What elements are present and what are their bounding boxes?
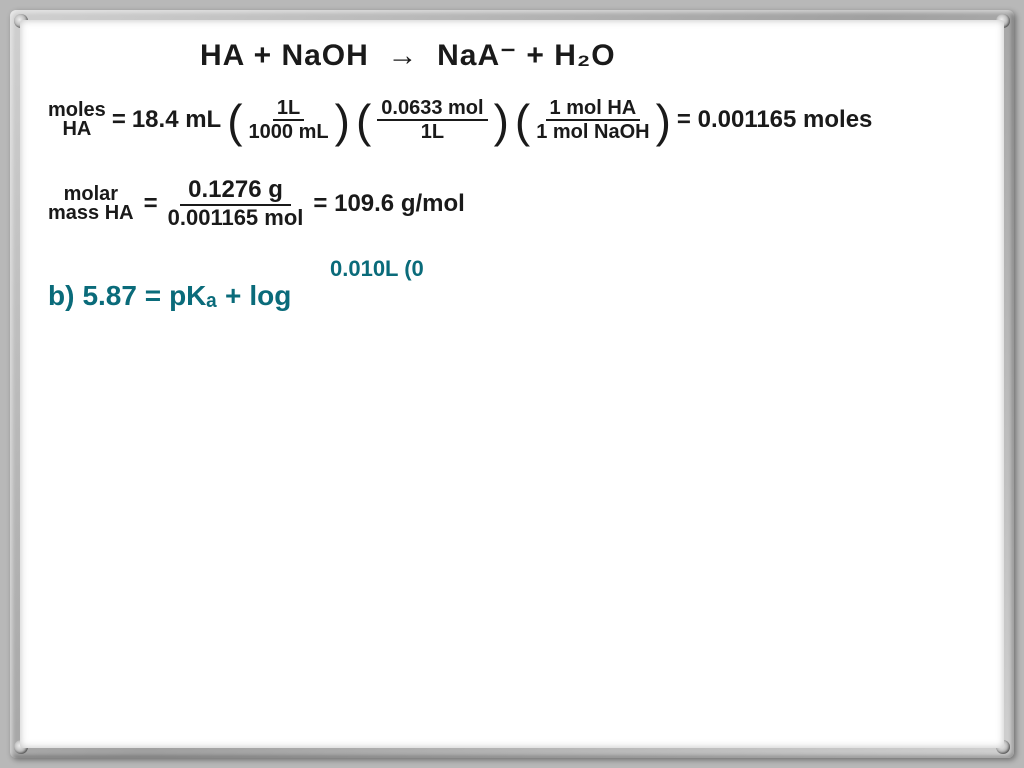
equals-sign-2: = xyxy=(144,190,158,218)
molar-mass-result: = 109.6 g/mol xyxy=(313,190,464,218)
mm-num: 0.1276 g xyxy=(180,178,291,206)
label-mass-HA: mass HA xyxy=(48,204,134,223)
molar-mass-fraction: 0.1276 g 0.001165 mol xyxy=(168,178,304,229)
log-term: log xyxy=(249,280,291,312)
conversion-1: 1L 1000 mL xyxy=(249,98,329,142)
plus-sign-3: + xyxy=(225,280,241,312)
arrow-icon: → xyxy=(387,39,418,72)
moles-result: = 0.001165 moles xyxy=(677,106,873,134)
conv2-num: 0.0633 mol xyxy=(377,98,487,121)
molar-mass-label: molar mass HA xyxy=(48,185,134,223)
mm-den: 0.001165 mol xyxy=(168,206,304,229)
whiteboard-frame: HA + NaOH → NaA⁻ + H₂O moles HA = 18.4 m… xyxy=(10,10,1014,758)
conv2-den: 1L xyxy=(421,121,444,142)
reactant-HA: HA xyxy=(200,39,244,72)
label-HA: HA xyxy=(62,120,91,139)
equals-sign: = xyxy=(112,106,126,134)
volume-value: 18.4 mL xyxy=(132,106,221,134)
plus-sign-2: + xyxy=(526,39,545,72)
lparen-2: ( xyxy=(356,108,371,136)
reaction-equation: HA + NaOH → NaA⁻ + H₂O xyxy=(200,38,616,73)
plus-sign: + xyxy=(254,39,273,72)
conv3-den: 1 mol NaOH xyxy=(536,121,649,142)
whiteboard-surface: HA + NaOH → NaA⁻ + H₂O moles HA = 18.4 m… xyxy=(20,20,1004,748)
conversion-3: 1 mol HA 1 mol NaOH xyxy=(536,98,649,142)
rparen-2: ) xyxy=(494,108,509,136)
label-molar: molar xyxy=(64,185,118,204)
part-b-lhs: 5.87 = xyxy=(82,280,161,312)
product-H2O: H₂O xyxy=(554,39,615,72)
conv1-den: 1000 mL xyxy=(249,121,329,142)
conv1-num: 1L xyxy=(273,98,304,121)
moles-HA-label: moles HA xyxy=(48,101,106,139)
rparen-1: ) xyxy=(335,108,350,136)
lparen-1: ( xyxy=(227,108,242,136)
part-b-marker: b) xyxy=(48,280,74,312)
conv3-num: 1 mol HA xyxy=(546,98,641,121)
part-b-equation: b) 5.87 = pKₐ + log xyxy=(48,280,291,312)
pka-term: pKₐ xyxy=(169,280,217,312)
rparen-3: ) xyxy=(656,108,671,136)
reactant-NaOH: NaOH xyxy=(281,39,368,72)
moles-HA-calc: moles HA = 18.4 mL ( 1L 1000 mL ) ( 0.06… xyxy=(48,98,872,142)
lparen-3: ( xyxy=(515,108,530,136)
product-NaA: NaA⁻ xyxy=(437,39,517,72)
molar-mass-calc: molar mass HA = 0.1276 g 0.001165 mol = … xyxy=(48,178,465,229)
part-b-note: 0.010L (0 xyxy=(330,256,424,282)
conversion-2: 0.0633 mol 1L xyxy=(377,98,487,142)
